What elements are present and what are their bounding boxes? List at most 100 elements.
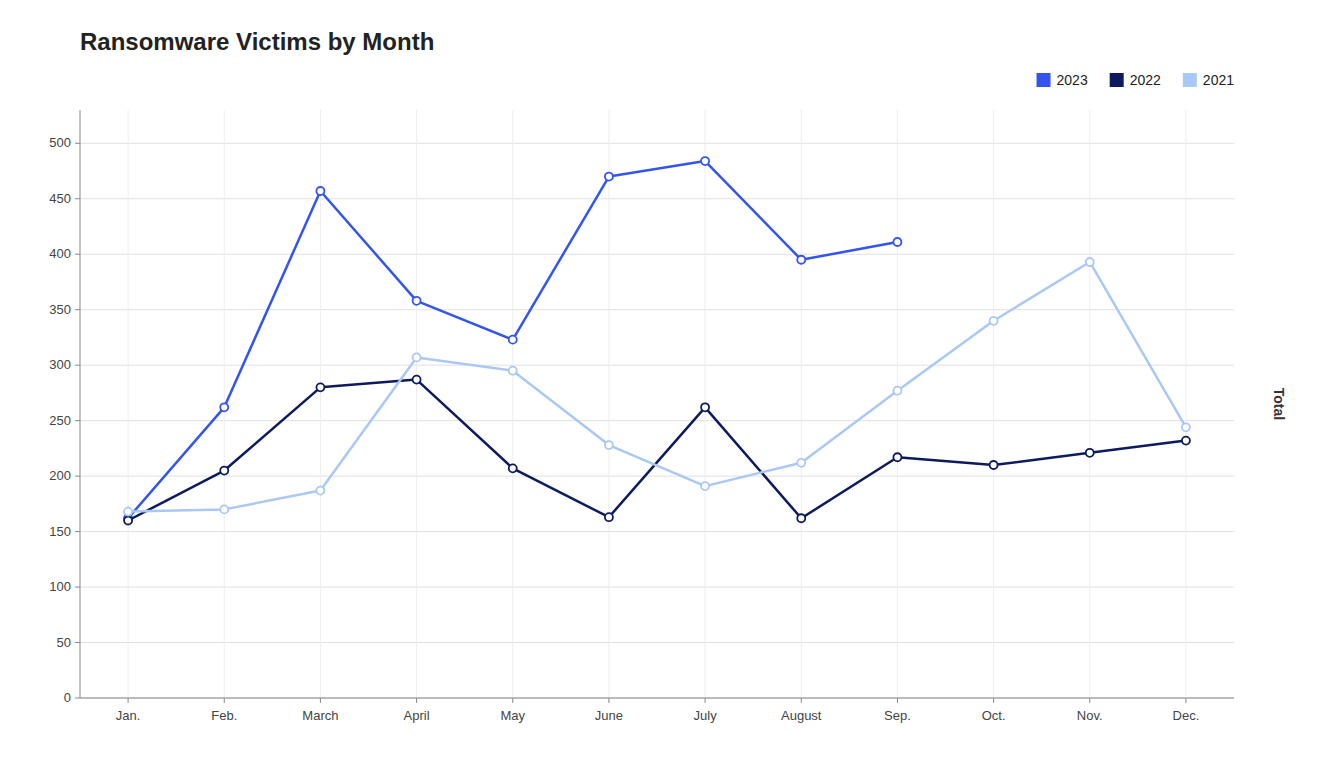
x-tick (1185, 698, 1186, 703)
point-marker (124, 508, 132, 516)
series-line (128, 161, 897, 518)
point-marker (124, 516, 132, 524)
grid-line-y (80, 143, 1234, 144)
point-marker (509, 367, 517, 375)
series (124, 258, 1190, 516)
x-tick-label: Oct. (982, 708, 1006, 723)
grid-line-x (993, 110, 994, 698)
point-marker (797, 459, 805, 467)
x-tick (1089, 698, 1090, 703)
x-tick-label: July (694, 708, 718, 723)
x-tick (705, 698, 706, 703)
y-tick-label: 100 (49, 579, 71, 594)
x-tick (224, 698, 225, 703)
point-marker (990, 461, 998, 469)
y-tick (75, 587, 80, 588)
x-tick-label: Jan. (116, 708, 141, 723)
y-tick (75, 143, 80, 144)
y-tick-label: 200 (49, 468, 71, 483)
point-marker (701, 482, 709, 490)
point-marker (509, 464, 517, 472)
point-marker (316, 187, 324, 195)
point-marker (1182, 437, 1190, 445)
y-tick (75, 531, 80, 532)
x-axis-line (80, 698, 1234, 699)
point-marker (220, 403, 228, 411)
legend-label: 2021 (1203, 72, 1234, 88)
grid-line-y (80, 420, 1234, 421)
y-tick (75, 254, 80, 255)
y-axis-line (80, 110, 81, 698)
grid-line-y (80, 476, 1234, 477)
grid-line-x (320, 110, 321, 698)
y-tick-label: 150 (49, 524, 71, 539)
grid-line-y (80, 531, 1234, 532)
grid-line-x (128, 110, 129, 698)
grid-line-y (80, 642, 1234, 643)
grid-line-y (80, 198, 1234, 199)
plot-area (124, 157, 1190, 524)
y-tick (75, 198, 80, 199)
point-marker (1182, 423, 1190, 431)
grid-line-x (897, 110, 898, 698)
x-tick (801, 698, 802, 703)
y-tick (75, 420, 80, 421)
y-tick-label: 50 (57, 635, 71, 650)
point-marker (605, 441, 613, 449)
series (124, 376, 1190, 525)
y-tick-label: 0 (64, 690, 71, 705)
legend-swatch (1183, 73, 1197, 87)
legend: 2021 2022 2023 (1037, 72, 1235, 88)
point-marker (220, 505, 228, 513)
grid-line-x (801, 110, 802, 698)
grid-line-y (80, 365, 1234, 366)
grid-line-x (416, 110, 417, 698)
y-tick-label: 500 (49, 135, 71, 150)
series-line (128, 380, 1186, 521)
legend-label: 2023 (1057, 72, 1088, 88)
grid-line-x (1089, 110, 1090, 698)
point-marker (413, 297, 421, 305)
grid-line-y (80, 587, 1234, 588)
chart: 050100150200250300350400450500Jan.Feb.Ma… (0, 0, 1324, 768)
point-marker (701, 403, 709, 411)
x-tick (897, 698, 898, 703)
point-marker (893, 387, 901, 395)
grid-line-x (608, 110, 609, 698)
y-tick-label: 350 (49, 302, 71, 317)
title: Ransomware Victims by Month (80, 28, 434, 55)
grid-line-y (80, 698, 1234, 699)
point-marker (1086, 258, 1094, 266)
point-marker (316, 487, 324, 495)
x-tick-label: March (302, 708, 338, 723)
grid-line-y (80, 309, 1234, 310)
y-tick (75, 698, 80, 699)
x-tick-label: June (595, 708, 623, 723)
point-marker (605, 513, 613, 521)
x-tick (512, 698, 513, 703)
y-tick-label: 250 (49, 413, 71, 428)
y-tick (75, 309, 80, 310)
x-tick-label: Nov. (1077, 708, 1103, 723)
grid-line-y (80, 254, 1234, 255)
point-marker (509, 336, 517, 344)
x-tick-label: August (781, 708, 822, 723)
grid-line-x (512, 110, 513, 698)
legend-label: 2022 (1130, 72, 1161, 88)
point-marker (797, 514, 805, 522)
point-marker (316, 383, 324, 391)
grid (80, 110, 1234, 698)
x-tick-label: Feb. (211, 708, 237, 723)
grid-line-x (1185, 110, 1186, 698)
y-axis-label: Total (1271, 388, 1287, 420)
x-tick-label: Sep. (884, 708, 911, 723)
x-tick (993, 698, 994, 703)
point-marker (893, 238, 901, 246)
point-marker (413, 353, 421, 361)
point-marker (893, 453, 901, 461)
point-marker (413, 376, 421, 384)
x-tick (416, 698, 417, 703)
y-tick-label: 400 (49, 246, 71, 261)
x-tick (608, 698, 609, 703)
x-tick (320, 698, 321, 703)
